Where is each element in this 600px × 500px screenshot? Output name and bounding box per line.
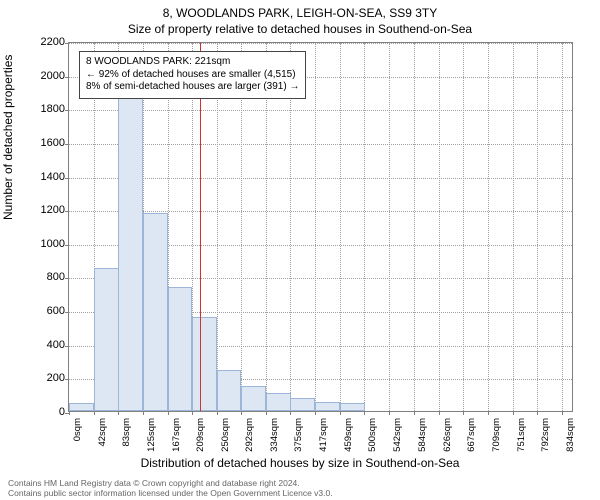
- xtick-label: 751sqm: [516, 418, 527, 452]
- plot-area: 8 WOODLANDS PARK: 221sqm ← 92% of detach…: [68, 42, 573, 412]
- ytick-label: 2000: [25, 70, 65, 82]
- xtick-mark: [340, 411, 341, 415]
- ytick-mark: [65, 77, 69, 78]
- xtick-label: 584sqm: [417, 418, 428, 452]
- ytick-label: 0: [25, 406, 65, 418]
- xtick-mark: [414, 411, 415, 415]
- xtick-label: 42sqm: [97, 418, 108, 447]
- ytick-label: 200: [25, 372, 65, 384]
- xtick-label: 209sqm: [195, 418, 206, 452]
- xtick-mark: [192, 411, 193, 415]
- xtick-label: 459sqm: [343, 418, 354, 452]
- xtick-mark: [488, 411, 489, 415]
- ytick-mark: [65, 43, 69, 44]
- xtick-mark: [315, 411, 316, 415]
- ytick-label: 800: [25, 271, 65, 283]
- xtick-label: 375sqm: [293, 418, 304, 452]
- histogram-bar: [290, 398, 315, 411]
- xtick-mark: [217, 411, 218, 415]
- histogram-bar: [143, 213, 168, 411]
- footer-attribution: Contains HM Land Registry data © Crown c…: [8, 478, 333, 498]
- ytick-mark: [65, 245, 69, 246]
- xtick-label: 125sqm: [146, 418, 157, 452]
- histogram-bar: [340, 403, 365, 411]
- xtick-label: 417sqm: [318, 418, 329, 452]
- histogram-bar: [217, 370, 242, 411]
- annot-line-1: 8 WOODLANDS PARK: 221sqm: [86, 56, 299, 69]
- xtick-mark: [463, 411, 464, 415]
- y-axis-label: Number of detached properties: [1, 55, 15, 220]
- ytick-label: 600: [25, 305, 65, 317]
- ytick-label: 1800: [25, 103, 65, 115]
- histogram-bar: [192, 317, 217, 411]
- ytick-mark: [65, 312, 69, 313]
- xtick-label: 334sqm: [269, 418, 280, 452]
- xtick-label: 542sqm: [392, 418, 403, 452]
- xtick-mark: [537, 411, 538, 415]
- xtick-label: 292sqm: [244, 418, 255, 452]
- xtick-label: 792sqm: [540, 418, 551, 452]
- chart-title-1: 8, WOODLANDS PARK, LEIGH-ON-SEA, SS9 3TY: [0, 6, 600, 20]
- ytick-mark: [65, 278, 69, 279]
- annot-line-3: 8% of semi-detached houses are larger (3…: [86, 81, 299, 94]
- xtick-mark: [266, 411, 267, 415]
- xtick-label: 834sqm: [565, 418, 576, 452]
- xtick-mark: [364, 411, 365, 415]
- histogram-bar: [69, 403, 94, 411]
- ytick-mark: [65, 346, 69, 347]
- ytick-label: 1400: [25, 171, 65, 183]
- ytick-mark: [65, 379, 69, 380]
- footer-line-2: Contains public sector information licen…: [8, 488, 333, 498]
- xtick-mark: [69, 411, 70, 415]
- xtick-label: 83sqm: [121, 418, 132, 447]
- histogram-bar: [94, 268, 119, 411]
- histogram-bar: [241, 386, 266, 411]
- xtick-mark: [118, 411, 119, 415]
- xtick-mark: [241, 411, 242, 415]
- xtick-mark: [168, 411, 169, 415]
- xtick-label: 250sqm: [220, 418, 231, 452]
- xtick-mark: [513, 411, 514, 415]
- footer-line-1: Contains HM Land Registry data © Crown c…: [8, 478, 333, 488]
- xtick-label: 167sqm: [171, 418, 182, 452]
- xtick-mark: [94, 411, 95, 415]
- ytick-mark: [65, 144, 69, 145]
- ytick-mark: [65, 110, 69, 111]
- xtick-mark: [290, 411, 291, 415]
- ytick-label: 1600: [25, 137, 65, 149]
- xtick-mark: [143, 411, 144, 415]
- ytick-label: 2200: [25, 36, 65, 48]
- xtick-label: 667sqm: [466, 418, 477, 452]
- x-axis-label: Distribution of detached houses by size …: [0, 456, 600, 470]
- histogram-bar: [168, 287, 193, 411]
- ytick-mark: [65, 178, 69, 179]
- ytick-label: 1000: [25, 238, 65, 250]
- annot-line-2: ← 92% of detached houses are smaller (4,…: [86, 69, 299, 82]
- xtick-label: 500sqm: [367, 418, 378, 452]
- xtick-label: 0sqm: [72, 418, 83, 441]
- histogram-bar: [315, 402, 340, 411]
- xtick-mark: [439, 411, 440, 415]
- xtick-label: 709sqm: [491, 418, 502, 452]
- histogram-bar: [118, 97, 143, 412]
- ytick-label: 400: [25, 339, 65, 351]
- xtick-mark: [562, 411, 563, 415]
- ytick-label: 1200: [25, 204, 65, 216]
- xtick-mark: [389, 411, 390, 415]
- histogram-bar: [266, 393, 291, 412]
- annotation-box: 8 WOODLANDS PARK: 221sqm ← 92% of detach…: [79, 51, 306, 99]
- chart-subtitle: Size of property relative to detached ho…: [0, 22, 600, 36]
- ytick-mark: [65, 211, 69, 212]
- xtick-label: 626sqm: [442, 418, 453, 452]
